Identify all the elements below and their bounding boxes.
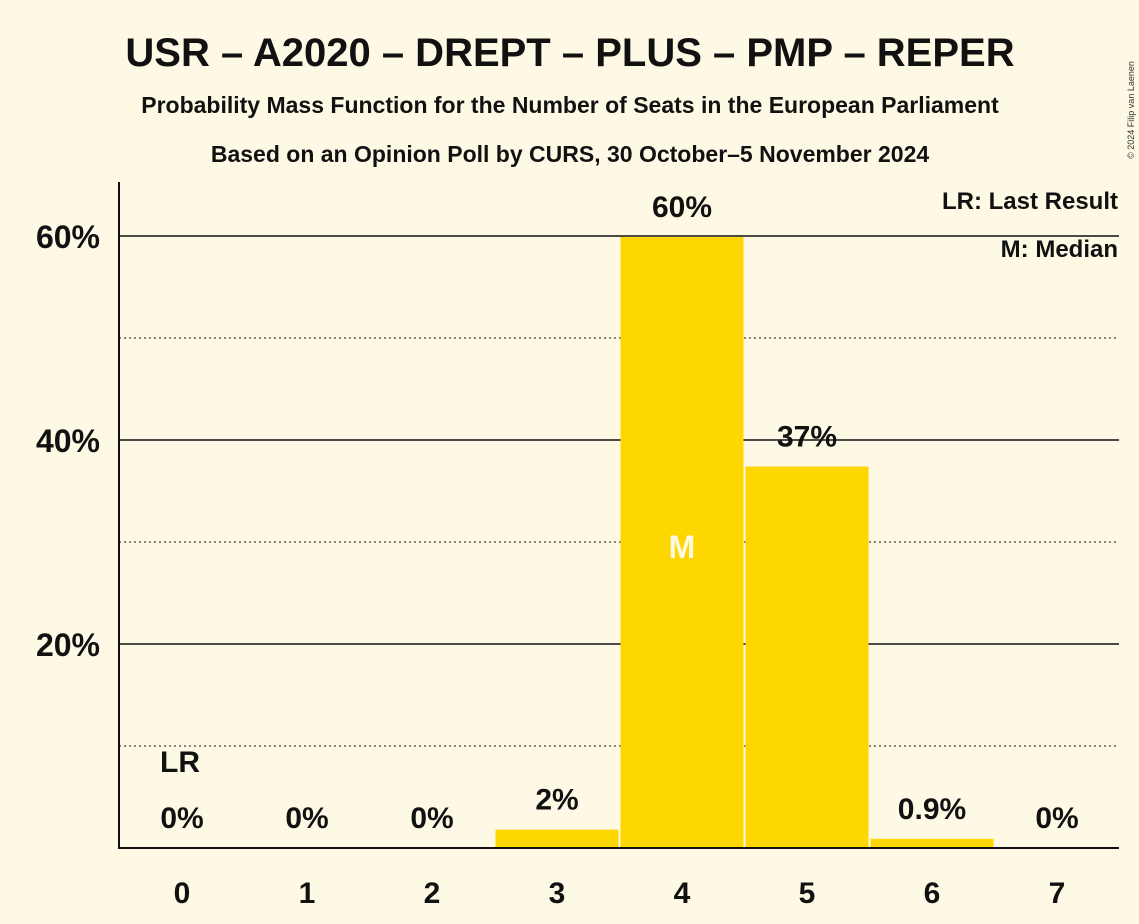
y-tick-label: 40% (36, 423, 100, 459)
bar (620, 237, 744, 848)
bar-value-label: 60% (652, 191, 712, 224)
x-tick-label: 0 (174, 877, 191, 910)
y-tick-label: 60% (36, 219, 100, 255)
bar (495, 829, 619, 848)
bar (870, 838, 994, 848)
x-tick-label: 5 (799, 877, 816, 910)
x-tick-label: 2 (424, 877, 441, 910)
x-tick-label: 6 (924, 877, 941, 910)
bar-value-label: 0% (285, 802, 328, 835)
legend-median: M: Median (1001, 236, 1118, 263)
last-result-marker: LR (160, 746, 200, 779)
bar-value-label: 0% (160, 802, 203, 835)
x-tick-label: 3 (549, 877, 566, 910)
bar-value-label: 0% (410, 802, 453, 835)
chart-subtitle: Probability Mass Function for the Number… (141, 92, 999, 118)
chart-subtitle-source: Based on an Opinion Poll by CURS, 30 Oct… (211, 141, 930, 167)
y-tick-label: 20% (36, 627, 100, 663)
bars (495, 237, 994, 848)
chart-title: USR – A2020 – DREPT – PLUS – PMP – REPER (125, 31, 1014, 75)
gridlines: 20% 40% 60% (36, 219, 1119, 747)
legend-last-result: LR: Last Result (942, 188, 1118, 215)
bar-value-label: 2% (535, 784, 578, 817)
x-tick-label: 7 (1049, 877, 1066, 910)
copyright-text: © 2024 Filip van Laenen (1126, 61, 1136, 159)
x-tick-label: 4 (674, 877, 691, 910)
bar-value-label: 0% (1035, 802, 1078, 835)
median-marker: M (669, 529, 696, 565)
bar (745, 466, 869, 848)
bar-value-label: 0.9% (898, 793, 966, 826)
x-tick-label: 1 (299, 877, 316, 910)
bar-value-label: 37% (777, 421, 837, 454)
